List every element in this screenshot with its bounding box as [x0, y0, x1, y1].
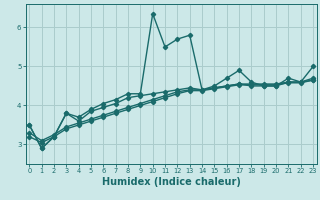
- X-axis label: Humidex (Indice chaleur): Humidex (Indice chaleur): [102, 177, 241, 187]
